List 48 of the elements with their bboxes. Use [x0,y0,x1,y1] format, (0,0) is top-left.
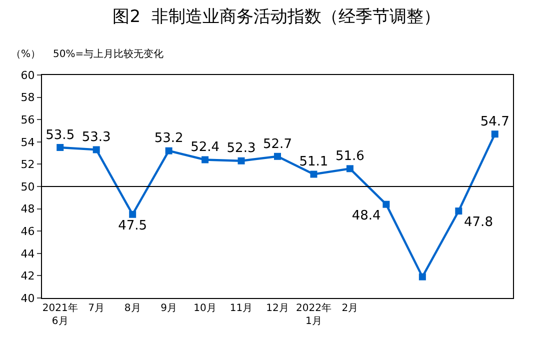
point [92,146,100,154]
chart-title: 图2 非制造业商务活动指数（经季节调整） [112,7,440,28]
point [455,208,462,215]
point [274,152,281,160]
x-tick-label: 12月 [266,303,289,314]
data-label: 52.3 [226,141,256,156]
x-tick-label: 10月 [194,303,216,314]
data-label: 52.4 [190,140,220,156]
point [346,165,354,172]
x-tick-label: 8月 [124,303,141,314]
data-label: 47.8 [464,215,493,230]
x-tick-label: 2021年 6月 [42,302,78,327]
x-tick-label: 9月 [160,303,177,314]
data-label: 47.5 [118,218,148,234]
y-tick-label: 46 [20,224,35,238]
y-tick-label: 50 [20,180,35,194]
data-label: 53.2 [154,131,184,146]
x-tick-label: 7月 [88,303,105,314]
y-tick-label: 54 [20,136,35,149]
x-tick-label: 2月 [342,303,358,314]
point [56,144,64,151]
data-label: 48.4 [352,208,381,224]
y-tick-label: 40 [20,292,35,305]
y-tick-label: 58 [20,91,35,104]
point [165,147,172,154]
data-label: 54.7 [480,114,510,130]
point [202,156,209,164]
y-tick-label: 52 [20,158,35,172]
x-tick-label: 11月 [230,303,253,314]
text: 50%=与上月比较无变化 [53,48,164,60]
data-label: 53.3 [82,130,111,146]
y-tick-label: 44 [20,247,35,260]
point [238,157,245,164]
data-label: 51.6 [335,149,364,164]
y-axis-title: （%） [11,49,41,60]
y-tick-label: 60 [20,68,35,82]
point [418,273,426,280]
y-tick-label: 48 [20,202,35,216]
point [491,130,498,138]
point [382,200,390,208]
x-tick-label: 2022年 1月 [296,302,332,327]
data-label: 51.1 [299,154,328,170]
y-tick-label: 56 [20,113,35,126]
data-label: 52.7 [263,136,292,152]
point [129,210,136,218]
y-tick-label: 42 [20,270,35,283]
point [310,170,318,178]
data-label: 53.5 [46,128,75,143]
